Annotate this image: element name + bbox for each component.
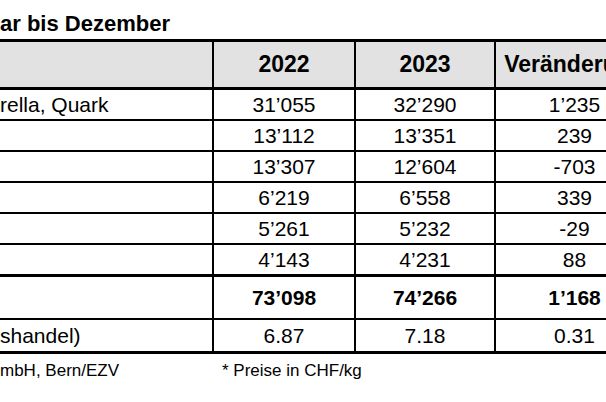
source-note: mbH, Bern/EZV (0, 361, 119, 381)
row-label (0, 182, 213, 213)
value-2023: 4’231 (355, 244, 495, 276)
header-change: Veränderung (495, 41, 606, 89)
price-label: shandel) (0, 319, 213, 353)
row-label (0, 151, 213, 182)
report-table-screenshot: ar bis Dezember 2022 2023 Veränderung re… (0, 0, 606, 402)
total-2022: 73’098 (213, 276, 355, 320)
value-change: -703 (495, 151, 606, 182)
table-row: 6’219 6’558 339 (0, 182, 606, 213)
header-2023: 2023 (355, 41, 495, 89)
value-change: 1’235 (495, 89, 606, 121)
table-row: 5’261 5’232 -29 (0, 213, 606, 244)
table-price-row: shandel) 6.87 7.18 0.31 (0, 319, 606, 353)
total-change: 1’168 (495, 276, 606, 320)
price-2023: 7.18 (355, 319, 495, 353)
value-2023: 32’290 (355, 89, 495, 121)
value-2022: 5’261 (213, 213, 355, 244)
value-2022: 13’307 (213, 151, 355, 182)
table-row: 4’143 4’231 88 (0, 244, 606, 276)
value-2022: 31’055 (213, 89, 355, 121)
value-2022: 6’219 (213, 182, 355, 213)
value-change: 88 (495, 244, 606, 276)
table-header-row: 2022 2023 Veränderung (0, 41, 606, 89)
value-2022: 4’143 (213, 244, 355, 276)
page-title: ar bis Dezember (0, 11, 170, 37)
table-row: 13’112 13’351 239 (0, 120, 606, 151)
value-2023: 5’232 (355, 213, 495, 244)
value-change: 239 (495, 120, 606, 151)
table-row: rella, Quark 31’055 32’290 1’235 (0, 89, 606, 121)
value-2023: 12’604 (355, 151, 495, 182)
table-row: 13’307 12’604 -703 (0, 151, 606, 182)
value-2023: 13’351 (355, 120, 495, 151)
yearly-comparison-table: 2022 2023 Veränderung rella, Quark 31’05… (0, 39, 606, 354)
row-label (0, 213, 213, 244)
row-label (0, 120, 213, 151)
value-change: -29 (495, 213, 606, 244)
row-label (0, 244, 213, 276)
header-2022: 2022 (213, 41, 355, 89)
price-unit-note: * Preise in CHF/kg (222, 361, 362, 381)
price-2022: 6.87 (213, 319, 355, 353)
header-label-column (0, 41, 213, 89)
row-label: rella, Quark (0, 89, 213, 121)
price-change: 0.31 (495, 319, 606, 353)
value-change: 339 (495, 182, 606, 213)
value-2023: 6’558 (355, 182, 495, 213)
value-2022: 13’112 (213, 120, 355, 151)
total-2023: 74’266 (355, 276, 495, 320)
table-total-row: 73’098 74’266 1’168 (0, 276, 606, 320)
total-label (0, 276, 213, 320)
